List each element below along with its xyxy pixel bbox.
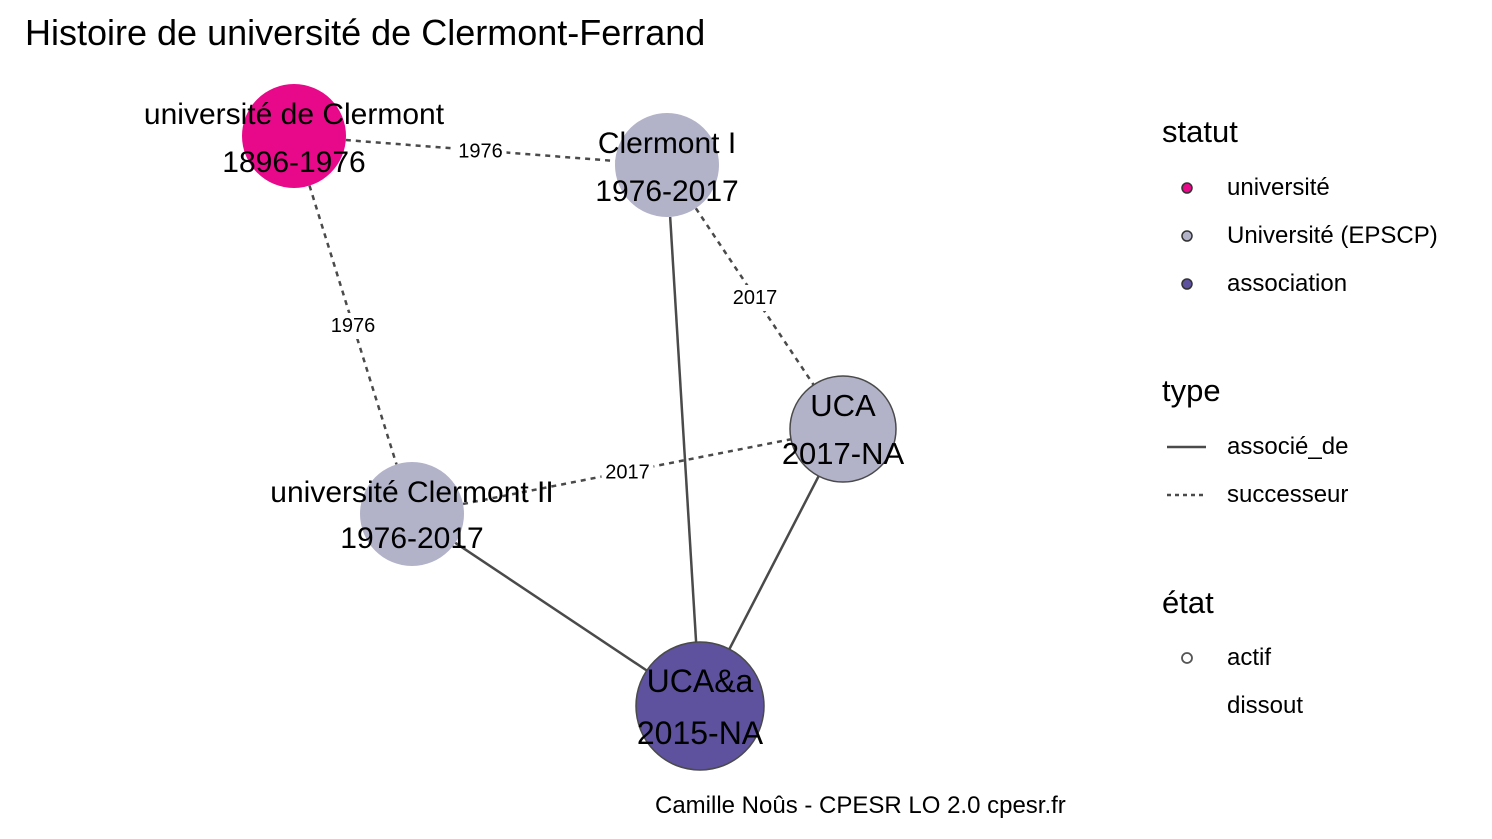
node-uca-a[interactable] — [635, 641, 765, 771]
node-clermont-i[interactable] — [615, 113, 719, 217]
node-dates-uca: 2017-NA — [782, 436, 905, 471]
legend-key-actif — [1181, 652, 1193, 664]
edge-labels-layer: 1976 1976 2017 2017 — [327, 138, 781, 486]
node-label-universite-clermont-ii: université Clermont II — [270, 476, 553, 509]
legend-key-epscp — [1181, 230, 1193, 242]
node-label-uca-a: UCA&a — [647, 663, 754, 699]
legend-label-successeur: successeur — [1227, 481, 1349, 508]
legend-keys — [1167, 182, 1206, 664]
edge-label-bg — [601, 459, 654, 486]
nodes-layer — [242, 84, 897, 771]
edge-associe-de-clermont1-ucaa — [668, 216, 698, 643]
edge-associe-de-clermont2-ucaa — [454, 541, 648, 672]
edges-layer — [308, 138, 820, 672]
edge-label-clermont-clermont2: 1976 — [331, 315, 376, 337]
legend-key-association — [1181, 278, 1193, 290]
edge-label-clermont1-uca: 2017 — [733, 287, 778, 309]
legend-label-actif: actif — [1227, 644, 1272, 671]
legend-key-universite — [1181, 182, 1193, 194]
edge-label-clermont-clermont1: 1976 — [458, 141, 503, 163]
edge-label-bg — [327, 313, 379, 339]
legend-label-universite: université — [1227, 174, 1330, 201]
node-dates-universite-clermont-ii: 1976-2017 — [340, 522, 483, 555]
node-label-uca: UCA — [810, 388, 876, 423]
edge-label-bg — [729, 285, 781, 311]
edge-label-clermont2-uca: 2017 — [605, 462, 650, 484]
node-label-clermont-i: Clermont I — [598, 127, 736, 160]
node-dates-universite-de-clermont: 1896-1976 — [222, 146, 365, 179]
node-uca[interactable] — [789, 375, 897, 483]
edge-label-bg — [454, 138, 507, 165]
edge-associe-de-uca-ucaa — [728, 475, 820, 650]
legend-title-statut: statut — [1162, 114, 1238, 149]
legend-label-association: association — [1227, 270, 1348, 297]
legend-label-associe-de: associé_de — [1227, 433, 1349, 460]
node-universite-de-clermont[interactable] — [242, 84, 346, 188]
legend-title-etat: état — [1162, 585, 1214, 620]
node-dates-uca-a: 2015-NA — [637, 715, 764, 751]
node-labels-layer: université de Clermont 1896-1976 Clermont … — [144, 98, 905, 751]
node-label-universite-de-clermont: université de Clermont — [144, 98, 445, 131]
node-dates-clermont-i: 1976-2017 — [595, 175, 738, 208]
legend-label-dissout: dissout — [1227, 692, 1304, 719]
legend-title-type: type — [1162, 373, 1221, 408]
edge-successeur-clermont-clermont2 — [308, 185, 398, 465]
node-universite-clermont-ii[interactable] — [360, 462, 464, 566]
legend-label-epscp: Université (EPSCP) — [1227, 222, 1438, 249]
caption: Camille Noûs - CPESR LO 2.0 cpesr.fr — [655, 792, 1066, 819]
diagram-title: Histoire de université de Clermont-Ferra… — [25, 12, 706, 53]
